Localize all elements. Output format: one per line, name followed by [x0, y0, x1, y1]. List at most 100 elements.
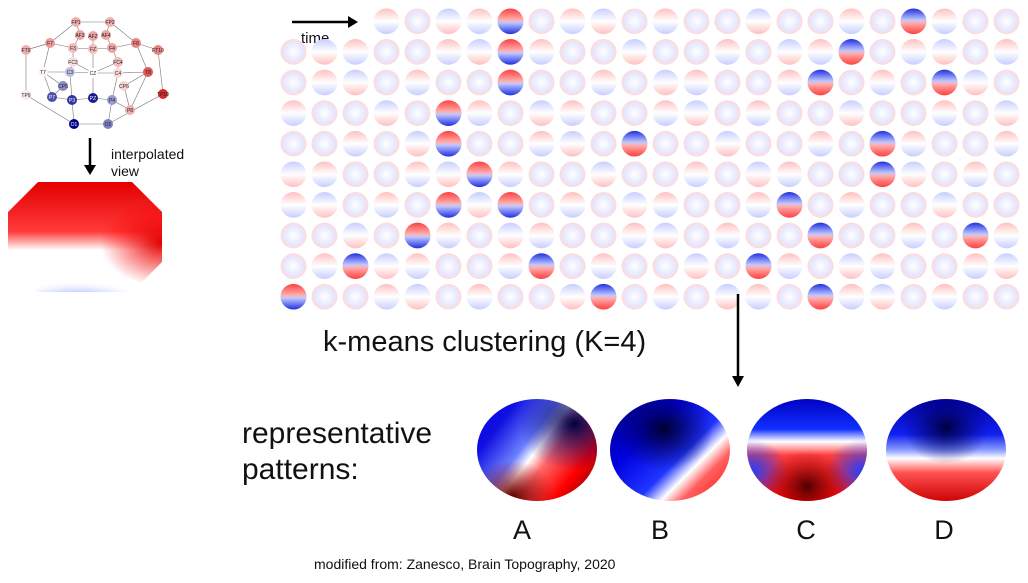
- electrode-label: CP5: [58, 84, 68, 90]
- representative-text: representative patterns:: [242, 417, 433, 486]
- electrode-c4: [113, 68, 123, 78]
- electrode-label: T8: [145, 70, 151, 76]
- topomap-cell: [900, 100, 927, 126]
- topomap-cell: [435, 69, 462, 96]
- topomap-cell: [311, 222, 338, 249]
- electrode-label: F4: [109, 46, 115, 52]
- topomap-cell: [993, 69, 1020, 96]
- topomap-cell: [590, 192, 617, 218]
- electrode-label: PZ: [90, 96, 96, 102]
- topomap-cell: [993, 192, 1020, 218]
- electrode-label: P3: [69, 98, 75, 104]
- electrode-label: CP6: [119, 84, 129, 90]
- topomap-cell: [683, 100, 710, 126]
- topomap-cell: [900, 8, 927, 35]
- topomap-cell: [714, 192, 741, 218]
- topomap-cell: [838, 192, 865, 218]
- electrode-fc4: [113, 57, 123, 67]
- topomap-cell: [559, 222, 586, 249]
- topomap-cell: [497, 100, 524, 126]
- topomap-cell: [528, 253, 555, 279]
- topomap-cell: [342, 283, 369, 310]
- topomap-cell: [962, 222, 989, 249]
- electrode-fp2: [105, 17, 115, 27]
- topomap-cell: [962, 69, 989, 96]
- electrode-tp9: [21, 90, 31, 100]
- topomap-cell: [559, 253, 586, 279]
- topomap-cell: [931, 100, 958, 126]
- topomap-cell: [807, 222, 834, 249]
- electrode-label: T7: [40, 70, 46, 76]
- topomap-cell: [528, 69, 555, 96]
- topomap-cell: [342, 222, 369, 249]
- topomap-cell: [497, 69, 524, 96]
- topomap-cell: [373, 222, 400, 249]
- topomap-cell: [590, 161, 617, 188]
- electrode-ft10: [153, 45, 163, 55]
- electrode-fc3: [68, 57, 78, 67]
- topomap-cell: [931, 8, 958, 35]
- topomap-cell: [559, 130, 586, 157]
- topomap-cell: [559, 192, 586, 218]
- topomap-cell: [621, 192, 648, 218]
- topomap-cell: [311, 100, 338, 126]
- topomap-cell: [714, 39, 741, 65]
- electrode-o1: [69, 119, 79, 129]
- topomap-cell: [342, 253, 369, 279]
- topomap-cell: [280, 39, 307, 65]
- representative-patterns-label: representative patterns:: [242, 416, 452, 488]
- topomap-time-grid: [280, 8, 1020, 310]
- topomap-cell: [869, 130, 896, 157]
- topomap-cell: [435, 130, 462, 157]
- topomap-cell: [435, 192, 462, 218]
- topomap-cell: [590, 69, 617, 96]
- topomap-cell: [807, 283, 834, 310]
- topomap-cell: [280, 130, 307, 157]
- topomap-cell: [621, 69, 648, 96]
- topomap-cell: [497, 161, 524, 188]
- topomap-cell: [311, 192, 338, 218]
- topomap-cell: [404, 283, 431, 310]
- topomap-cell: [807, 192, 834, 218]
- topomap-cell: [621, 100, 648, 126]
- topomap-cell: [683, 130, 710, 157]
- topomap-cell: [993, 8, 1020, 35]
- topomap-cell: [714, 253, 741, 279]
- topomap-cell: [931, 192, 958, 218]
- topomap-cell: [683, 8, 710, 35]
- electrode-t8: [143, 67, 153, 77]
- topomap-cell: [311, 39, 338, 65]
- electrode-link: [129, 71, 149, 111]
- topomap-cell: [528, 222, 555, 249]
- topomap-cell: [900, 39, 927, 65]
- topomap-cell: [528, 130, 555, 157]
- topomap-cell: [280, 69, 307, 96]
- topomap-cell: [404, 253, 431, 279]
- topomap-cell: [931, 69, 958, 96]
- topomap-cell: [931, 161, 958, 188]
- topomap-cell: [590, 100, 617, 126]
- topomap-cell: [435, 161, 462, 188]
- topomap-cell: [993, 253, 1020, 279]
- topomap-cell: [900, 130, 927, 157]
- topomap-cell: [528, 8, 555, 35]
- topomap-cell: [776, 39, 803, 65]
- topomap-cell: [807, 100, 834, 126]
- topomap-cell: [838, 130, 865, 157]
- topomap-cell: [807, 69, 834, 96]
- topomap-cell: [373, 69, 400, 96]
- topomap-cell: [404, 69, 431, 96]
- topomap-cell: [590, 130, 617, 157]
- electrode-label: FT10: [152, 48, 164, 54]
- electrode-p4: [107, 95, 117, 105]
- topomap-cell: [590, 253, 617, 279]
- topomap-cell: [776, 253, 803, 279]
- topomap-cell: [869, 161, 896, 188]
- topomap-cell: [342, 130, 369, 157]
- topomap-cell: [776, 8, 803, 35]
- topomap-cell: [776, 192, 803, 218]
- electrode-cp6: [119, 81, 129, 91]
- electrode-label: TP10: [157, 92, 169, 98]
- topomap-cell: [373, 8, 400, 35]
- topomap-cell: [683, 39, 710, 65]
